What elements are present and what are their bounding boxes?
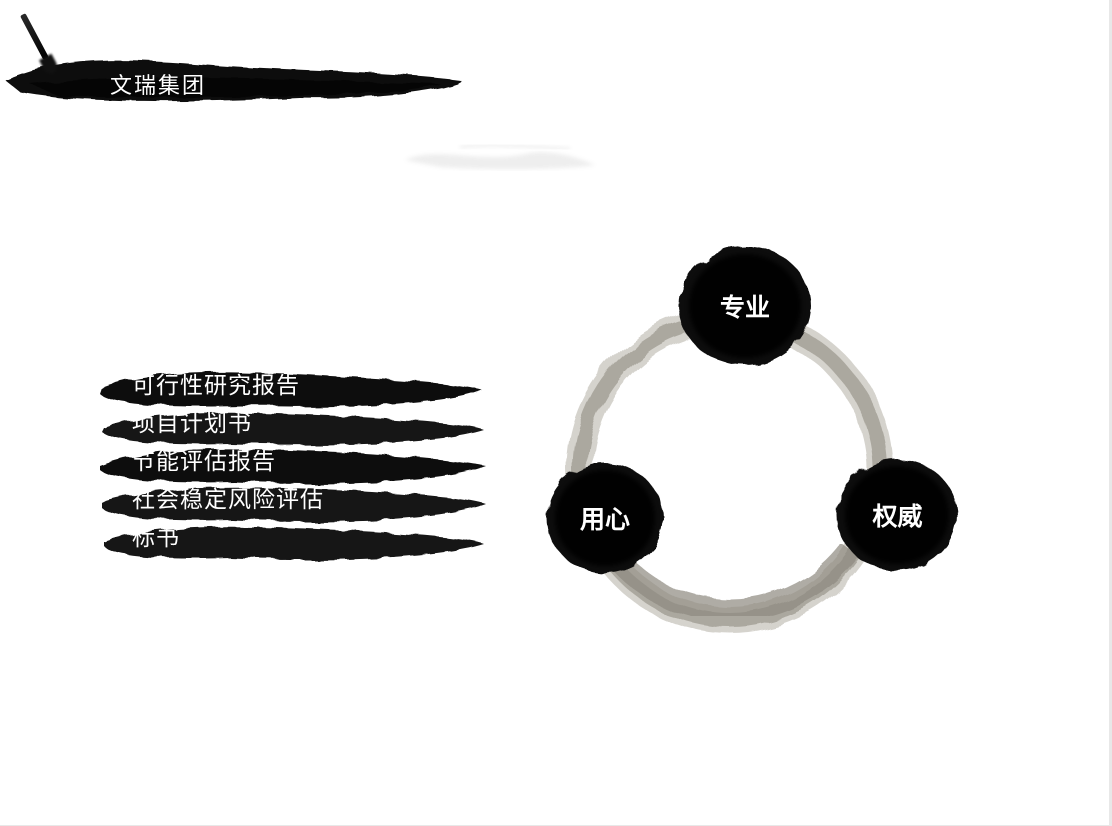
service-label: 可行性研究报告 <box>132 366 300 400</box>
diagram-node-left: 用心 <box>540 455 670 580</box>
diagram-node-right: 权威 <box>830 450 965 580</box>
ink-smudge <box>400 135 600 175</box>
service-item: 标书 <box>90 512 490 554</box>
node-label: 用心 <box>580 500 630 536</box>
service-item: 社会稳定风险评估 <box>90 474 490 516</box>
service-label: 节能评估报告 <box>132 442 276 476</box>
service-item: 项目计划书 <box>90 398 490 440</box>
service-item: 节能评估报告 <box>90 436 490 478</box>
header-brush-stroke <box>0 50 480 102</box>
service-label: 项目计划书 <box>132 404 252 438</box>
service-label: 社会稳定风险评估 <box>132 480 324 514</box>
service-label: 标书 <box>132 518 180 552</box>
diagram-node-top: 专业 <box>670 238 820 373</box>
service-list: 可行性研究报告 项目计划书 节能评估报告 社会稳定风险评估 标书 <box>90 360 490 550</box>
node-label: 专业 <box>720 288 770 324</box>
node-label: 权威 <box>872 497 922 533</box>
company-name: 文瑞集团 <box>110 68 206 100</box>
service-item: 可行性研究报告 <box>90 360 490 402</box>
